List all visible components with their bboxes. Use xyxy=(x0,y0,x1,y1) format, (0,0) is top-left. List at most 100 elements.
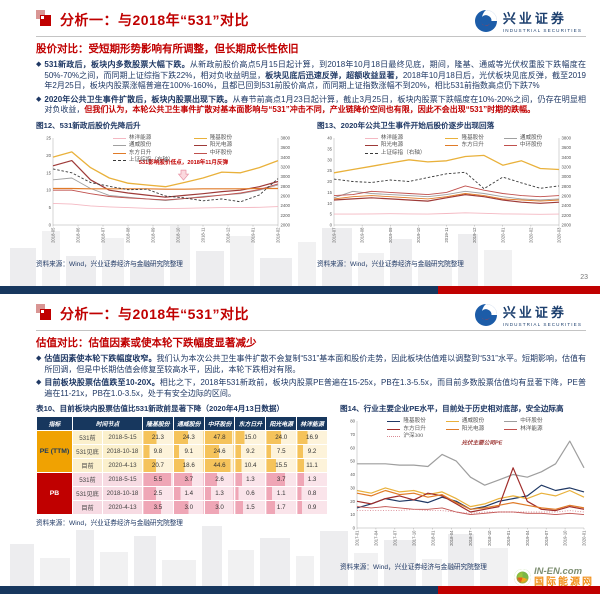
table-row: PE (TTM) 531前 2018-5-15 21.3 24.3 47.8 15.0 24.… xyxy=(36,430,328,473)
svg-text:光伏主要公司PE: 光伏主要公司PE xyxy=(460,440,502,447)
valuation-table: 指标 时间节点 隆基股份 通威股份 中环股份 东方日升 阳光电源 林洋能源 PE (TTM) 53… xyxy=(36,416,328,515)
figure-title: 图13、2020年公共卫生事件开始后股价逐步出现回落 xyxy=(317,120,495,130)
svg-text:2800: 2800 xyxy=(281,183,291,188)
figure-row: 图12、531新政后股价先降后升 林洋能源 隆基股份 通威股份 阳光电源 东方日升 中环股… xyxy=(36,120,586,268)
bullet-text: 目前板块股票估值跌至10-20X。相比之下，2018年531新政前，板块内股票P… xyxy=(44,378,586,398)
table-cell: 3.0 xyxy=(203,500,236,515)
svg-text:0: 0 xyxy=(353,526,356,531)
svg-text:80: 80 xyxy=(350,419,355,424)
brand-subtitle: INDUSTRIAL SECURITIES xyxy=(502,28,582,33)
svg-text:2020-01: 2020-01 xyxy=(500,226,505,242)
svg-text:2020-01: 2020-01 xyxy=(582,530,587,546)
bullet-item: ◆ 目前板块股票估值跌至10-20X。相比之下，2018年531新政前，板块内股票… xyxy=(36,378,586,399)
table-cell: 0.8 xyxy=(296,486,328,501)
table-cell: 47.8 xyxy=(203,430,236,445)
svg-text:3000: 3000 xyxy=(562,174,572,179)
svg-text:20: 20 xyxy=(350,499,355,504)
svg-text:2019-10: 2019-10 xyxy=(563,530,568,546)
bullet-text: 估值因素使本轮下跌幅度收窄。我们认为本次公共卫生事件扩散不会复制“531”基本面… xyxy=(44,354,586,374)
table-cell: 9.2 xyxy=(296,444,328,459)
valuation-table-mount: 指标 时间节点 隆基股份 通威股份 中环股份 东方日升 阳光电源 林洋能源 PE (TTM) 53… xyxy=(36,416,328,515)
slide-2: 分析一：与2018年“531”对比 兴业证券 INDUSTRIAL SECURI… xyxy=(0,294,600,586)
table-cell: 21.3 xyxy=(142,430,174,445)
svg-text:20: 20 xyxy=(46,152,51,157)
table-cell: 9.2 xyxy=(234,444,267,459)
page-number: 23 xyxy=(580,274,588,281)
table-col-header: 隆基股份 xyxy=(142,416,174,431)
table-col-header: 中环股份 xyxy=(203,416,236,431)
table-cell: 0.6 xyxy=(234,486,267,501)
svg-text:5: 5 xyxy=(330,211,333,216)
svg-text:3200: 3200 xyxy=(562,164,572,169)
svg-text:2000: 2000 xyxy=(562,222,572,227)
table-cell: 9.1 xyxy=(172,444,205,459)
chart-canvas: 0 10 20 30 40 50 60 70 80 2017-01 2017-04 2017-07 20… xyxy=(350,419,587,546)
table-title: 表10、目前板块内股票估值比531新政前显著下降（2020年4月13日数据） xyxy=(36,404,285,413)
svg-text:3400: 3400 xyxy=(281,154,291,159)
header-divider xyxy=(36,330,586,331)
svg-text:2019-11: 2019-11 xyxy=(444,226,449,242)
table-cell: 9.8 xyxy=(142,444,174,459)
svg-text:2800: 2800 xyxy=(562,183,572,188)
page-title: 分析一：与2018年“531”对比 xyxy=(60,12,250,28)
table-cell: 3.7 xyxy=(265,472,298,487)
svg-text:10: 10 xyxy=(46,187,51,192)
svg-text:30: 30 xyxy=(350,485,355,490)
skyline-decoration xyxy=(0,220,600,286)
title-marker-icon xyxy=(36,304,53,321)
svg-text:2200: 2200 xyxy=(281,212,291,217)
bullet-list: ◆ 531新政后，板块内多数股票大幅下跌。从新政前股价高点5月15日起计算，到20… xyxy=(36,60,586,116)
svg-text:2018-07: 2018-07 xyxy=(468,530,473,546)
table-col-header: 阳光电源 xyxy=(265,416,298,431)
bullet-item: ◆ 估值因素使本轮下跌幅度收窄。我们认为本次公共卫生事件扩散不会复制“531”基本… xyxy=(36,354,586,375)
svg-text:3800: 3800 xyxy=(562,135,572,140)
slide-header: 分析一：与2018年“531”对比 兴业证券 INDUSTRIAL SECURI… xyxy=(36,302,586,327)
brand-text: 兴业证券 INDUSTRIAL SECURITIES xyxy=(503,302,582,327)
brand-swirl-icon xyxy=(474,9,497,32)
table-cell: 2.5 xyxy=(142,486,174,501)
svg-text:0: 0 xyxy=(330,222,333,227)
svg-text:2019-01: 2019-01 xyxy=(251,226,256,242)
svg-text:2018-09: 2018-09 xyxy=(151,226,156,242)
svg-text:10: 10 xyxy=(350,512,355,517)
figure-12: 图12、531新政后股价先降后升 林洋能源 隆基股份 通威股份 阳光电源 东方日升 中环股… xyxy=(36,120,305,268)
table-cell: 15.5 xyxy=(265,458,298,473)
table-cell: 7.5 xyxy=(265,444,298,459)
table-cell: 16.9 xyxy=(296,430,328,445)
svg-text:2018-08: 2018-08 xyxy=(126,226,131,242)
table-cell: 24.3 xyxy=(172,430,205,445)
table-row: 目前 2020-4-13 20.7 18.6 44.6 10.4 15.5 11.1 xyxy=(37,458,328,473)
watermark-site: IN-EN.com xyxy=(534,566,583,577)
svg-text:2019-07: 2019-07 xyxy=(332,226,337,242)
svg-text:10: 10 xyxy=(327,200,332,205)
table-cell: 1.3 xyxy=(234,472,267,487)
svg-text:15: 15 xyxy=(327,189,332,194)
svg-text:35: 35 xyxy=(327,146,332,151)
svg-text:2400: 2400 xyxy=(281,203,291,208)
svg-text:2017-04: 2017-04 xyxy=(374,530,379,546)
svg-text:2018-11: 2018-11 xyxy=(201,226,206,242)
svg-text:2018-06: 2018-06 xyxy=(76,226,81,242)
bullet-diamond-icon: ◆ xyxy=(36,61,42,68)
bottom-bar xyxy=(0,586,600,594)
bullet-item: ◆ 531新政后，板块内多数股票大幅下跌。从新政前股价高点5月15日起计算，到20… xyxy=(36,60,586,92)
table-cell: 11.1 xyxy=(296,458,328,473)
table-cell: 3.5 xyxy=(142,500,174,515)
skyline-decoration xyxy=(0,520,600,586)
table-cell: 1.3 xyxy=(203,486,236,501)
brand-text: 兴业证券 INDUSTRIAL SECURITIES xyxy=(503,8,582,33)
table-col-header: 东方日升 xyxy=(234,416,267,431)
svg-text:20: 20 xyxy=(327,179,332,184)
table-cell: 5.5 xyxy=(142,472,174,487)
table-10: 表10、目前板块内股票估值比531新政前显著下降（2020年4月13日数据） 指… xyxy=(36,403,328,571)
figure14-line-chart: 隆基股份 通威股份 中环股份 东方日升 阳光电源 林洋能源 沪深300 0 10 20 30 40 50… xyxy=(340,416,586,559)
table-cell: 1.4 xyxy=(172,486,205,501)
bullet-diamond-icon: ◆ xyxy=(36,355,42,362)
bullet-diamond-icon: ◆ xyxy=(36,95,42,103)
svg-text:2018-10: 2018-10 xyxy=(487,530,492,546)
table-col-header: 通威股份 xyxy=(172,416,205,431)
chart-canvas: 0 5 10 15 20 25 30 35 40 2000 2200 2400 2600 2800 3000… xyxy=(327,135,572,242)
table-cell: 2.6 xyxy=(203,472,236,487)
svg-text:2019-02: 2019-02 xyxy=(276,226,281,242)
